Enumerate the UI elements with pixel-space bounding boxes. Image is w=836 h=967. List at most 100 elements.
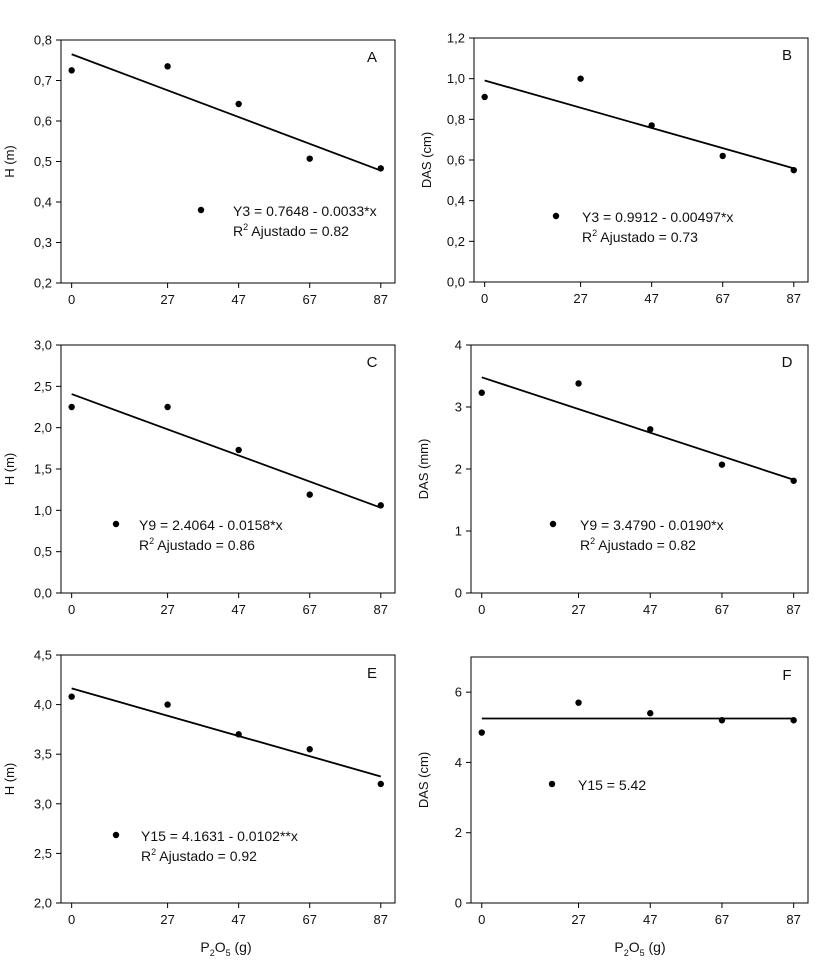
x-tick-label-a: 27 xyxy=(160,292,174,307)
data-point-f xyxy=(790,717,797,724)
plot-frame-d xyxy=(470,344,809,594)
panel-label-c: C xyxy=(367,354,378,371)
legend-marker-c xyxy=(112,520,120,528)
legend-marker-d xyxy=(549,520,557,528)
legend-r2-d: R2 Ajustado = 0.82 xyxy=(580,536,696,553)
panel-label-a: A xyxy=(367,49,377,66)
x-axis-title-f: P2O5 (g) xyxy=(614,939,665,958)
x-tick-label-e: 0 xyxy=(68,912,75,927)
data-point-d xyxy=(790,477,797,484)
x-tick-label-c: 47 xyxy=(231,602,245,617)
fit-line-a xyxy=(71,53,382,172)
x-tick-label-a: 87 xyxy=(374,292,388,307)
y-axis-title-f: DAS (cm) xyxy=(416,752,431,808)
data-point-d xyxy=(647,426,654,433)
x-tick-label-b: 0 xyxy=(481,291,488,306)
y-tick-label-b: 0,6 xyxy=(447,153,465,168)
y-tick-label-a: 0,8 xyxy=(34,33,52,48)
y-tick-label-d: 3 xyxy=(455,400,462,415)
legend-equation-b: Y3 = 0.9912 - 0.00497*x xyxy=(582,209,733,225)
y-tick-label-e: 3,5 xyxy=(34,747,52,762)
y-tick-label-a: 0,2 xyxy=(34,276,52,291)
y-tick-label-b: 0,8 xyxy=(447,112,465,127)
legend-marker-b xyxy=(552,212,560,220)
y-tick-label-d: 0 xyxy=(455,586,462,601)
panel-label-e: E xyxy=(367,665,377,682)
y-tick-label-c: 2,0 xyxy=(34,420,52,435)
data-point-b xyxy=(648,122,655,129)
x-axis-title-e: P2O5 (g) xyxy=(200,939,251,958)
data-point-f xyxy=(575,699,582,706)
y-tick-label-c: 0,5 xyxy=(34,544,52,559)
x-tick-label-a: 67 xyxy=(302,292,316,307)
y-tick-label-b: 0,4 xyxy=(447,193,465,208)
y-tick-label-e: 3,0 xyxy=(34,796,52,811)
plot-frame-f xyxy=(470,656,809,904)
data-point-c xyxy=(377,502,384,509)
x-tick-label-f: 87 xyxy=(786,912,800,927)
x-tick-label-e: 27 xyxy=(160,912,174,927)
data-point-f xyxy=(718,717,726,724)
legend-equation-d: Y9 = 3.4790 - 0.0190*x xyxy=(580,517,724,533)
x-tick-label-d: 47 xyxy=(643,602,657,617)
data-point-e xyxy=(235,731,242,738)
y-tick-label-d: 4 xyxy=(455,338,462,353)
y-tick-label-a: 0,4 xyxy=(34,195,52,210)
legend-marker-f xyxy=(548,780,556,788)
y-tick-label-b: 1,0 xyxy=(447,71,465,86)
y-tick-label-f: 6 xyxy=(455,685,462,700)
y-tick-label-f: 4 xyxy=(455,755,462,770)
data-point-c xyxy=(306,491,313,498)
x-tick-label-f: 0 xyxy=(478,912,485,927)
data-point-e xyxy=(68,693,75,700)
y-tick-label-c: 1,5 xyxy=(34,462,52,477)
y-tick-label-d: 2 xyxy=(455,462,462,477)
x-tick-label-c: 0 xyxy=(68,602,75,617)
data-point-d xyxy=(575,380,582,387)
x-tick-label-d: 27 xyxy=(571,602,585,617)
x-tick-label-f: 67 xyxy=(715,912,729,927)
legend-marker-e xyxy=(112,831,120,839)
legend-r2-c: R2 Ajustado = 0.86 xyxy=(139,536,255,553)
panel-label-d: D xyxy=(782,354,793,371)
legend-equation-c: Y9 = 2.4064 - 0.0158*x xyxy=(139,517,283,533)
y-tick-label-c: 3,0 xyxy=(34,338,52,353)
data-point-e xyxy=(164,701,171,708)
legend-r2-b: R2 Ajustado = 0.73 xyxy=(582,228,698,245)
plot-frame-e xyxy=(60,654,396,904)
data-point-c xyxy=(235,446,242,454)
legend-r2-e: R2 Ajustado = 0.92 xyxy=(141,847,257,864)
data-point-b xyxy=(790,166,797,174)
y-tick-label-e: 4,0 xyxy=(34,697,52,712)
y-tick-label-e: 2,5 xyxy=(34,846,52,861)
data-point-b xyxy=(481,93,488,101)
y-axis-title-c: H (m) xyxy=(2,453,17,486)
legend-marker-a xyxy=(197,206,205,214)
panel-label-f: F xyxy=(782,667,791,684)
y-tick-label-f: 0 xyxy=(455,896,462,911)
x-tick-label-b: 27 xyxy=(573,291,587,306)
legend-equation-e: Y15 = 4.1631 - 0.0102**x xyxy=(141,828,298,844)
y-axis-title-d: DAS (mm) xyxy=(416,439,431,500)
y-tick-label-d: 1 xyxy=(455,524,462,539)
y-tick-label-a: 0,5 xyxy=(34,154,52,169)
y-tick-label-a: 0,6 xyxy=(34,114,52,129)
data-point-e xyxy=(306,746,313,753)
data-point-b xyxy=(577,75,584,82)
fit-line-e xyxy=(71,687,382,778)
x-tick-label-a: 47 xyxy=(231,292,245,307)
plot-frame-c xyxy=(60,344,396,594)
y-tick-label-b: 0,0 xyxy=(447,275,465,290)
x-tick-label-c: 87 xyxy=(374,602,388,617)
plot-frame-a xyxy=(60,39,396,284)
x-tick-label-c: 67 xyxy=(302,602,316,617)
x-tick-label-b: 67 xyxy=(715,291,729,306)
y-axis-title-e: H (m) xyxy=(2,763,17,796)
data-point-a xyxy=(68,67,75,74)
fit-line-c xyxy=(71,393,382,509)
x-tick-label-e: 67 xyxy=(302,912,316,927)
y-tick-label-a: 0,7 xyxy=(34,73,52,88)
y-axis-title-a: H (m) xyxy=(2,145,17,178)
y-tick-label-c: 0,0 xyxy=(34,586,52,601)
